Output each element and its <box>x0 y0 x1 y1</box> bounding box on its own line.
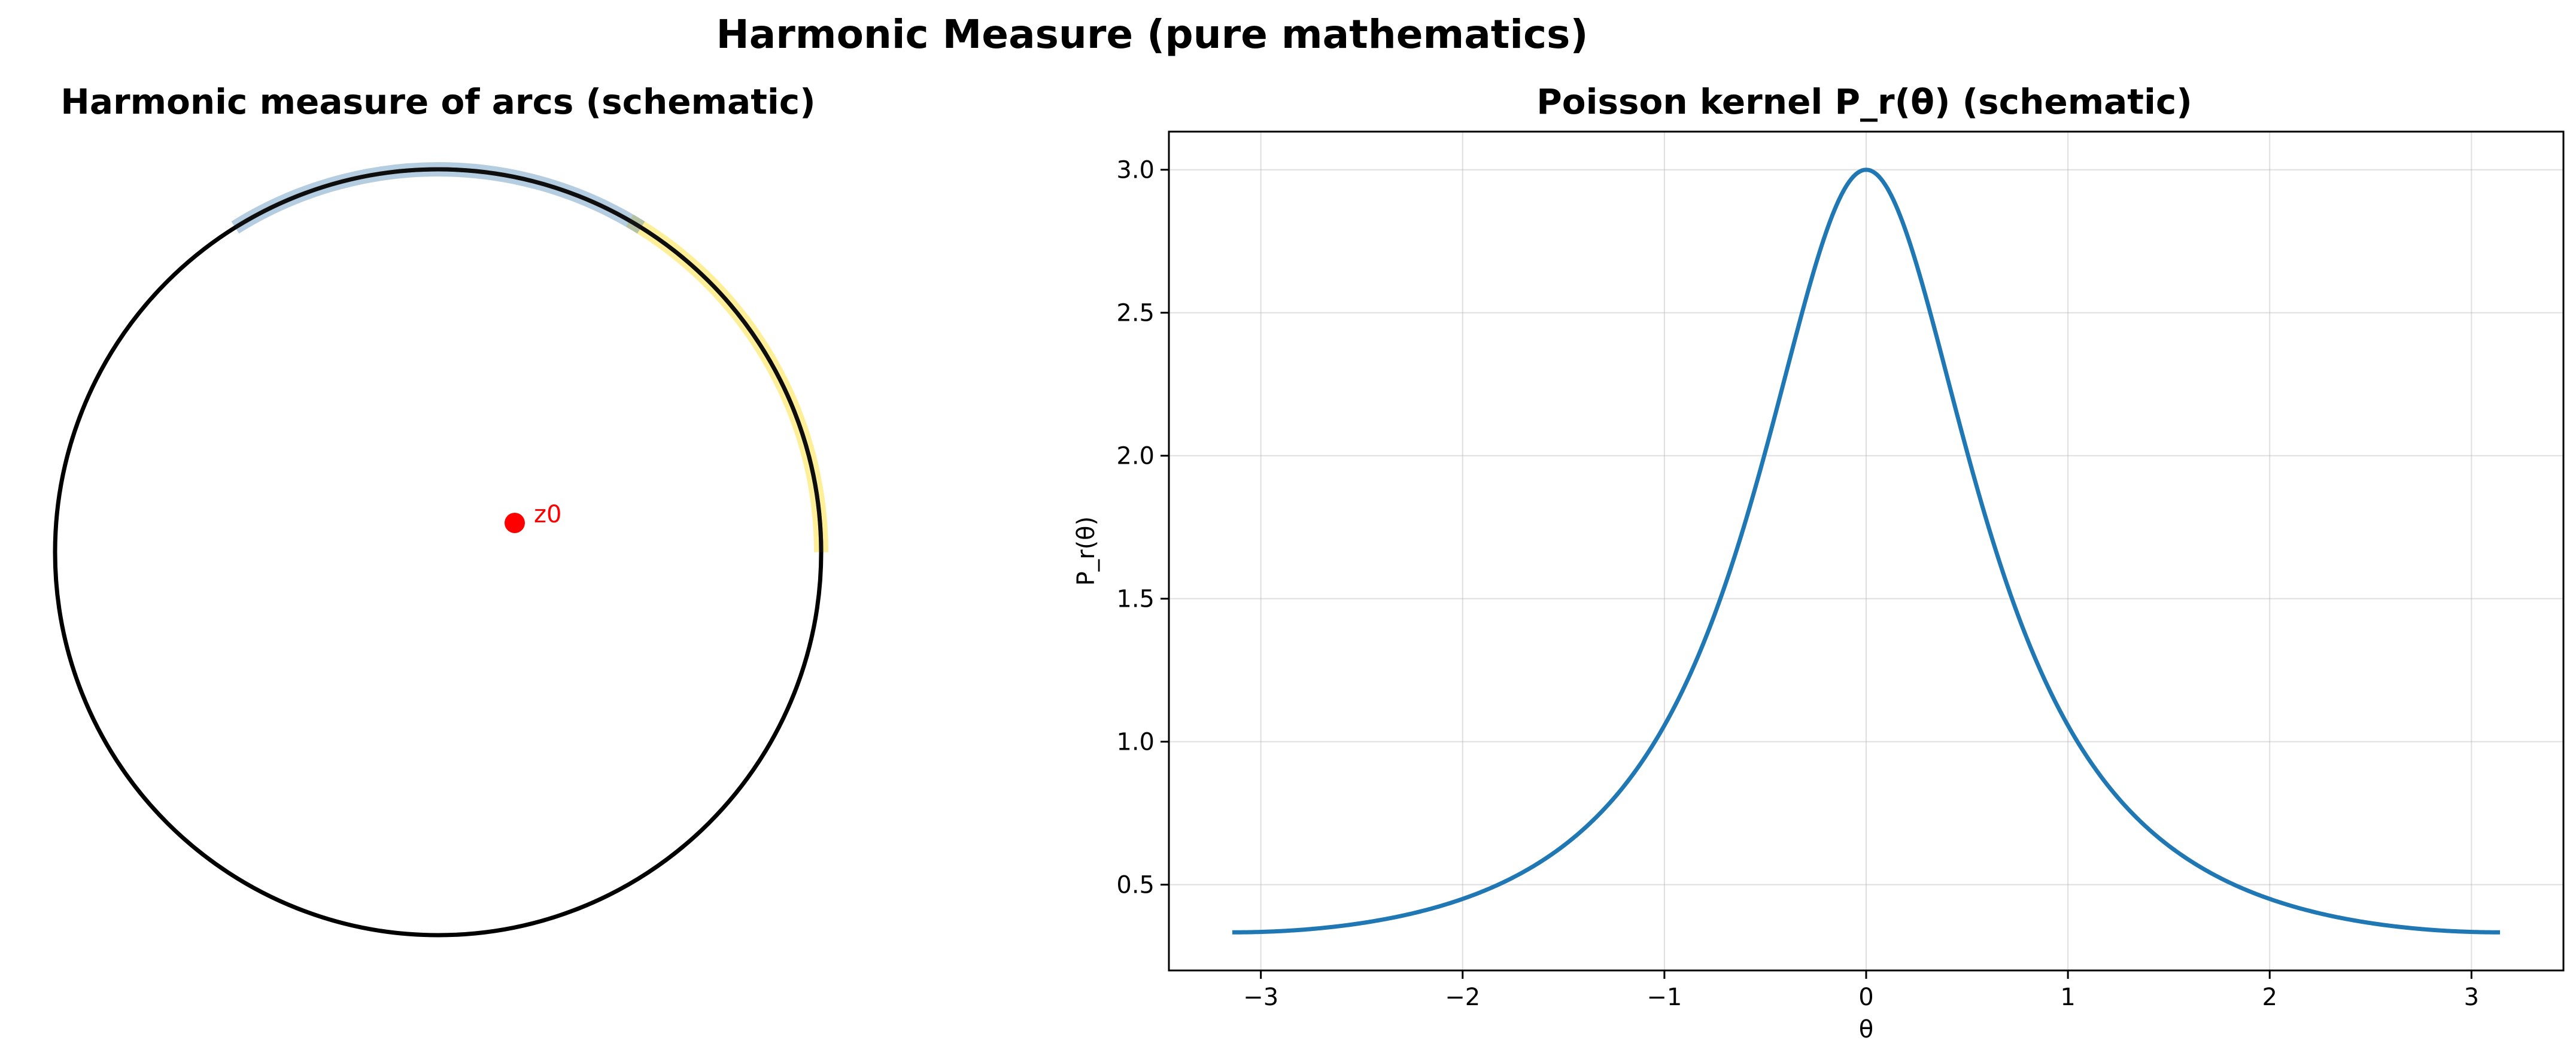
x-tick-label: 0 <box>1858 984 1873 1011</box>
series-line-poisson-kernel <box>1232 168 2501 935</box>
highlighted-arc-0 <box>625 214 828 553</box>
x-axis-ticks: −3 −2 −1 0 1 2 3 <box>1243 970 2479 1011</box>
poisson-kernel-panel: Poisson kernel P_r(θ) (schematic) −3 −2 −1… <box>1073 81 2565 1043</box>
z0-point <box>505 513 525 533</box>
grid-lines <box>1169 132 2563 970</box>
y-tick-label: 1.0 <box>1116 729 1155 756</box>
y-tick-label: 1.5 <box>1116 586 1155 613</box>
highlighted-arcs <box>231 162 828 553</box>
y-axis-label: P_r(θ) <box>1073 516 1100 586</box>
figure-suptitle: Harmonic Measure (pure mathematics) <box>716 11 1588 57</box>
y-tick-label: 2.5 <box>1116 300 1155 327</box>
highlighted-arc-outlines <box>233 167 824 553</box>
highlighted-arc-outline-0 <box>628 218 824 553</box>
x-tick-label: 2 <box>2262 984 2277 1011</box>
x-axis-label: θ <box>1859 1016 1873 1043</box>
y-tick-label: 3.0 <box>1116 157 1155 184</box>
harmonic-measure-panel: Harmonic measure of arcs (schematic) z0 <box>53 81 828 938</box>
x-tick-label: −3 <box>1243 984 1278 1011</box>
x-tick-label: 3 <box>2464 984 2479 1011</box>
y-axis-ticks: 0.5 1.0 1.5 2.0 2.5 3.0 <box>1116 157 1169 899</box>
highlighted-arc-outline-1 <box>233 167 643 230</box>
x-tick-label: 1 <box>2060 984 2075 1011</box>
right-panel-title: Poisson kernel P_r(θ) (schematic) <box>1536 81 2192 122</box>
x-tick-label: −1 <box>1647 984 1682 1011</box>
left-panel-title: Harmonic measure of arcs (schematic) <box>60 81 815 122</box>
y-tick-label: 2.0 <box>1116 443 1155 470</box>
x-tick-label: −2 <box>1445 984 1480 1011</box>
y-tick-label: 0.5 <box>1116 872 1155 899</box>
z0-label: z0 <box>534 501 561 528</box>
